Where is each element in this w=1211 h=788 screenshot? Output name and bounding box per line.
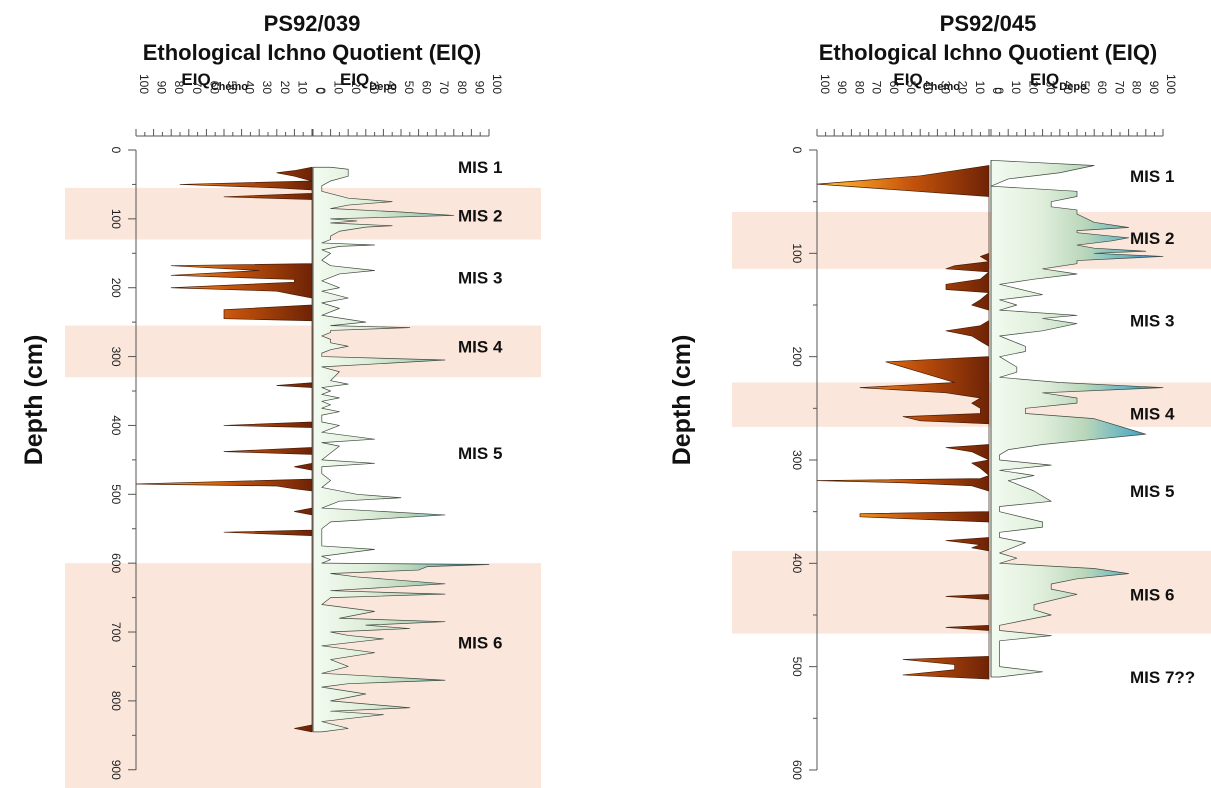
x-tick-label: 100 bbox=[1164, 74, 1178, 94]
x-tick-label: 10 bbox=[973, 81, 987, 95]
x-tick-label: 50 bbox=[225, 81, 239, 95]
chart-subtitle: Ethological Ichno Quotient (EIQ) bbox=[819, 40, 1158, 65]
x-axis-ticks: 100 90 80 70 60 50 40 30 20 10 00 10 20 30 40 50 60 70 80 9… bbox=[817, 74, 1178, 136]
x-tick-label: 0 bbox=[992, 87, 1006, 94]
x-tick-label: 40 bbox=[1061, 81, 1075, 95]
x-tick-label: 80 bbox=[455, 81, 469, 95]
x-tick-label: 70 bbox=[870, 81, 884, 95]
x-tick-label: 30 bbox=[938, 81, 952, 95]
chart-title: PS92/039 bbox=[264, 11, 361, 36]
x-tick-label: 10 bbox=[1009, 81, 1023, 95]
mis-label: MIS 1 bbox=[1130, 167, 1174, 186]
x-tick-label: 20 bbox=[349, 81, 363, 95]
chart-title: PS92/045 bbox=[940, 11, 1037, 36]
y-tick-label: 600 bbox=[790, 760, 804, 780]
x-tick-label: 30 bbox=[367, 81, 381, 95]
y-tick-label: 300 bbox=[109, 347, 123, 367]
panel-ps92-039: PS92/039 Ethological Ichno Quotient (EIQ… bbox=[20, 11, 541, 788]
x-tick-label: 60 bbox=[887, 81, 901, 95]
x-tick-label: 60 bbox=[207, 81, 221, 95]
x-tick-label: 30 bbox=[260, 81, 274, 95]
mis-label: MIS 2 bbox=[1130, 229, 1174, 248]
y-tick-label: 500 bbox=[109, 484, 123, 504]
y-tick-label: 100 bbox=[790, 243, 804, 263]
x-tick-label: 40 bbox=[243, 81, 257, 95]
y-tick-label: 600 bbox=[109, 553, 123, 573]
x-tick-label: 40 bbox=[384, 81, 398, 95]
x-tick-label: 40 bbox=[921, 81, 935, 95]
x-tick-label: 50 bbox=[1078, 81, 1092, 95]
x-tick-label: 30 bbox=[1044, 81, 1058, 95]
mis-label: MIS 1 bbox=[458, 158, 502, 177]
x-tick-label: 60 bbox=[1095, 81, 1109, 95]
x-tick-label: 50 bbox=[402, 81, 416, 95]
y-tick-label: 100 bbox=[109, 209, 123, 229]
mis-label: MIS 3 bbox=[1130, 311, 1174, 330]
x-tick-label: 80 bbox=[172, 81, 186, 95]
x-tick-label: 70 bbox=[437, 81, 451, 95]
y-tick-label: 700 bbox=[109, 622, 123, 642]
x-tick-label: 90 bbox=[835, 81, 849, 95]
y-tick-label: 0 bbox=[790, 147, 804, 154]
panel-ps92-045: PS92/045 Ethological Ichno Quotient (EIQ… bbox=[668, 11, 1211, 780]
x-tick-label: 70 bbox=[190, 81, 204, 95]
mis-label: MIS 6 bbox=[1130, 585, 1174, 604]
x-tick-label: 90 bbox=[155, 81, 169, 95]
y-tick-label: 400 bbox=[790, 553, 804, 573]
mis-label: MIS 4 bbox=[458, 337, 503, 356]
x-tick-label: 90 bbox=[472, 81, 486, 95]
x-tick-label: 100 bbox=[818, 74, 832, 94]
y-tick-label: 500 bbox=[790, 657, 804, 677]
x-tick-label: 10 bbox=[295, 81, 309, 95]
y-tick-label: 900 bbox=[109, 760, 123, 780]
y-axis-title: Depth (cm) bbox=[668, 335, 696, 466]
x-tick-label: 80 bbox=[852, 81, 866, 95]
mis-label: MIS 6 bbox=[458, 633, 502, 652]
x-tick-label: 90 bbox=[1147, 81, 1161, 95]
y-axis-title: Depth (cm) bbox=[20, 335, 48, 466]
x-tick-label: 20 bbox=[956, 81, 970, 95]
x-tick-label: 10 bbox=[332, 81, 346, 95]
x-tick-label: 20 bbox=[278, 81, 292, 95]
y-tick-label: 300 bbox=[790, 450, 804, 470]
x-tick-label: 100 bbox=[490, 74, 504, 94]
mis-label: MIS 2 bbox=[458, 206, 502, 225]
x-tick-label: 60 bbox=[420, 81, 434, 95]
mis-label: MIS 5 bbox=[458, 444, 502, 463]
x-tick-label: 70 bbox=[1112, 81, 1126, 95]
mis-label: MIS 3 bbox=[458, 268, 502, 287]
mis-label: MIS 7?? bbox=[1130, 668, 1195, 687]
y-tick-label: 800 bbox=[109, 691, 123, 711]
chart-subtitle: Ethological Ichno Quotient (EIQ) bbox=[143, 40, 482, 65]
y-tick-label: 0 bbox=[109, 147, 123, 154]
x-axis-ticks: 100 90 80 70 60 50 40 30 20 10 00 10 20 30 40 50 60 70 80 9… bbox=[136, 74, 504, 136]
x-tick-label: 80 bbox=[1130, 81, 1144, 95]
mis-label: MIS 5 bbox=[1130, 482, 1174, 501]
y-tick-label: 400 bbox=[109, 415, 123, 435]
x-tick-label: 100 bbox=[137, 74, 151, 94]
x-tick-label: 0 bbox=[314, 87, 328, 94]
y-tick-label: 200 bbox=[109, 278, 123, 298]
x-tick-label: 20 bbox=[1026, 81, 1040, 95]
x-tick-label: 50 bbox=[904, 81, 918, 95]
mis-label: MIS 4 bbox=[1130, 404, 1175, 423]
y-tick-label: 200 bbox=[790, 347, 804, 367]
